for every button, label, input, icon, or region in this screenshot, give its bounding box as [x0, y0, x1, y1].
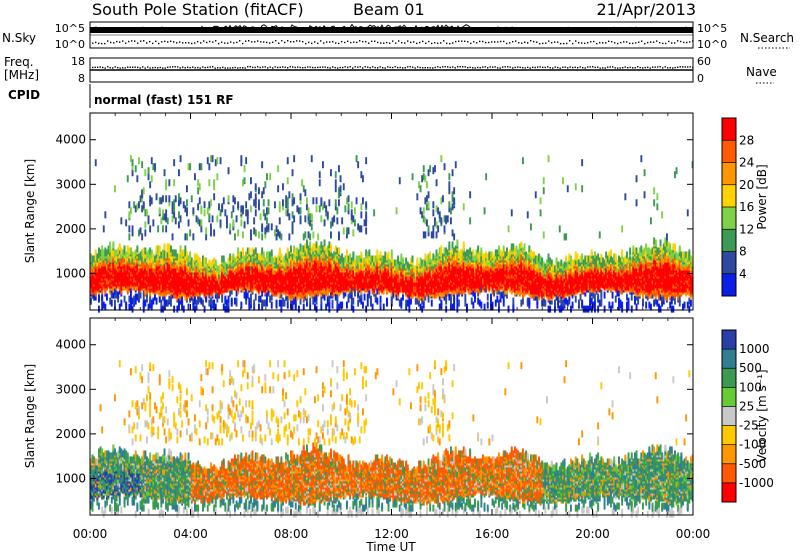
colorbar-tick-label: 16	[739, 200, 754, 214]
y-tick-label: 3000	[55, 382, 86, 396]
y-tick-label: 1000	[55, 471, 86, 485]
freq-label-1: Freq.	[4, 55, 34, 69]
nave-tick-top: 60	[697, 55, 711, 68]
colorbar-tick-label: 28	[739, 133, 754, 147]
velocity-heatmap	[90, 360, 694, 517]
nsearch-label: N.Search	[740, 31, 794, 45]
y-tick-label: 2000	[55, 427, 86, 441]
freq-tick-top: 18	[71, 55, 85, 68]
date-label: 21/Apr/2013	[596, 0, 696, 19]
power-colorbar: 28 24 20 16 12 8 4	[722, 118, 754, 297]
colorbar-tick-label: 1000	[739, 342, 770, 356]
colorbar-tick-label: 20	[739, 178, 754, 192]
nsky-panel: N.Sky N.Search 10^5 10^0 10^5 10^0	[2, 22, 794, 51]
power-heatmap	[90, 155, 694, 312]
nave-tick-bottom: 0	[697, 72, 704, 85]
colorbar-tick-label: 25	[739, 399, 754, 413]
nave-label: Nave	[746, 65, 777, 79]
y-tick-label: 2000	[55, 222, 86, 236]
colorbar-tick-label: 12	[739, 222, 754, 236]
x-tick-label: 00:00	[676, 527, 711, 541]
freq-tick-bottom: 8	[78, 72, 85, 85]
colorbar-tick-label: 4	[739, 267, 747, 281]
x-tick-label: 16:00	[475, 527, 510, 541]
nsky-tick-top: 10^5	[55, 22, 85, 35]
colorbar-tick-label: -1000	[739, 476, 774, 490]
x-tick-label: 00:00	[73, 527, 108, 541]
x-tick-labels: 00:00 04:00 08:00 12:00 16:00 20:00 00:00	[73, 527, 711, 541]
y-tick-label: 4000	[55, 133, 86, 147]
power-colorbar-label: Power [dB]	[755, 164, 769, 229]
x-tick-label: 04:00	[173, 527, 208, 541]
nsearch-tick-top: 10^5	[697, 22, 727, 35]
nsearch-tick-bottom: 10^0	[697, 38, 727, 51]
beam-label: Beam 01	[353, 0, 425, 19]
nsky-trace	[90, 24, 693, 33]
power-y-axis-label: Slant Range [km]	[23, 159, 37, 263]
nsky-tick-bottom: 10^0	[55, 38, 85, 51]
radar-summary-plot: South Pole Station (fitACF) Beam 01 21/A…	[0, 0, 800, 554]
nsky-label: N.Sky	[2, 31, 36, 45]
y-tick-label: 1000	[55, 266, 86, 280]
colorbar-tick-label: 8	[739, 245, 747, 259]
nsearch-trace	[92, 40, 693, 44]
station-title: South Pole Station (fitACF)	[92, 0, 304, 19]
cpid-value: normal (fast) 151 RF	[94, 93, 234, 107]
x-tick-label: 12:00	[374, 527, 409, 541]
freq-label-2: [MHz]	[4, 68, 39, 82]
cpid-row: CPID normal (fast) 151 RF	[8, 84, 234, 108]
colorbar-tick-label: 24	[739, 156, 754, 170]
x-tick-label: 20:00	[575, 527, 610, 541]
velocity-colorbar-label: Velocity [m s⁻¹]	[755, 369, 769, 462]
freq-panel: Freq. [MHz] 18 8 60 0 Nave	[4, 55, 777, 85]
x-tick-label: 08:00	[274, 527, 309, 541]
power-panel: 1000 2000 3000 4000 Slant Range [km]	[23, 113, 694, 313]
cpid-label: CPID	[8, 88, 40, 102]
velocity-panel: 1000 2000 3000 4000 Slant Range [km]	[23, 318, 694, 518]
nave-trace	[92, 66, 693, 69]
x-axis-label: Time UT	[365, 540, 416, 554]
y-tick-label: 4000	[55, 338, 86, 352]
y-tick-label: 3000	[55, 177, 86, 191]
velocity-y-axis-label: Slant Range [km]	[23, 364, 37, 468]
